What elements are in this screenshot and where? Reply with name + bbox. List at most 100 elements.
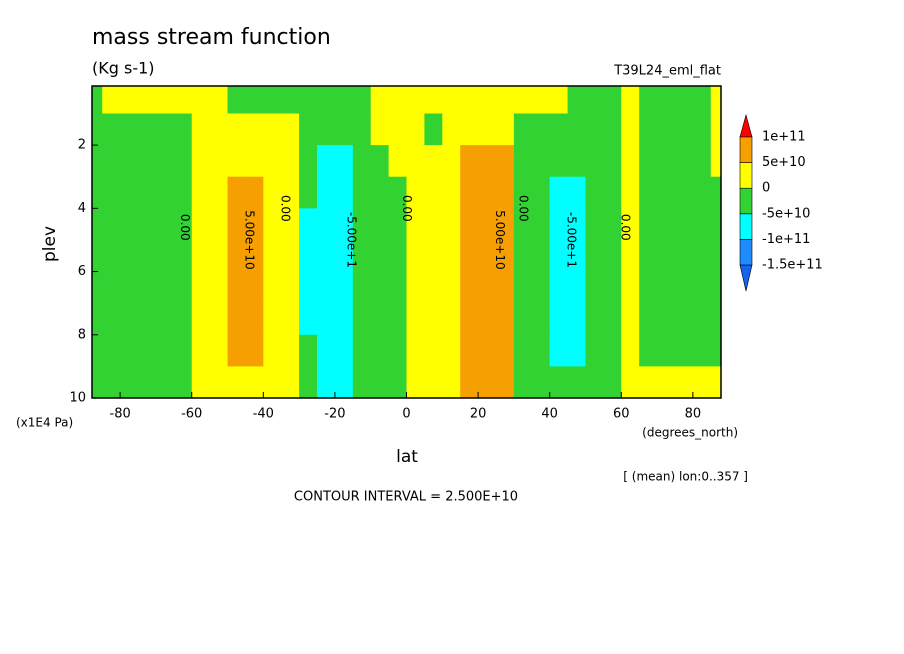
field-cell — [424, 271, 443, 304]
field-cell — [513, 86, 533, 115]
field-cell — [710, 113, 722, 146]
field-cell — [495, 334, 515, 367]
field-cell — [513, 113, 533, 146]
field-cell — [424, 176, 443, 209]
field-cell — [478, 366, 497, 399]
field-cell — [603, 239, 622, 273]
x-tick-label: 60 — [613, 407, 630, 422]
field-cell — [191, 86, 211, 115]
field-cell — [674, 366, 694, 399]
field-cell — [352, 303, 372, 336]
field-cell — [406, 176, 425, 209]
field-cell — [120, 334, 139, 367]
field-cell — [692, 366, 712, 399]
field-cell — [549, 303, 569, 336]
field-cell — [657, 334, 676, 367]
colorbar-box — [739, 162, 753, 189]
field-cell — [299, 303, 318, 336]
field-cell — [567, 113, 586, 146]
field-cell — [370, 208, 390, 241]
field-cell — [120, 303, 139, 336]
field-cell — [92, 86, 103, 115]
field-cell — [478, 271, 497, 304]
field-cell — [173, 271, 193, 304]
field-cell — [621, 86, 640, 115]
field-cell — [424, 208, 443, 241]
footer: CONTOUR INTERVAL = 2.500E+10 — [294, 490, 518, 505]
field-cell — [155, 176, 175, 209]
field-cell — [155, 145, 175, 178]
field-cell — [138, 366, 157, 399]
field-cell — [173, 113, 193, 146]
field-cell — [317, 86, 336, 115]
field-cell — [102, 271, 121, 304]
field-cell — [674, 113, 694, 146]
field-cell — [92, 239, 103, 273]
field-cell — [460, 86, 479, 115]
field-cell — [299, 208, 318, 241]
field-cell — [173, 145, 193, 178]
field-cell — [531, 334, 551, 367]
field-cell — [460, 303, 479, 336]
field-cell — [478, 113, 497, 146]
field-cell — [92, 334, 103, 367]
y-tick-label: 10 — [69, 391, 86, 406]
field-cell — [603, 271, 622, 304]
field-cell — [370, 239, 390, 273]
field-cell — [424, 86, 443, 115]
field-cell — [657, 86, 676, 115]
colorbar-label: 1e+11 — [762, 130, 806, 145]
field-cell — [138, 239, 157, 273]
x-tick-label: -60 — [181, 407, 202, 422]
field-cell — [138, 271, 157, 304]
field-cell — [549, 239, 569, 273]
field-cell — [227, 86, 246, 115]
field-cell — [370, 303, 390, 336]
field-cell — [370, 86, 390, 115]
field-cell — [209, 176, 229, 209]
field-cell — [639, 208, 658, 241]
field-cell — [173, 208, 193, 241]
field-cell — [173, 86, 193, 115]
field-cell — [173, 176, 193, 209]
colorbar-box — [739, 136, 753, 163]
field-cell — [603, 208, 622, 241]
field-cell — [102, 366, 121, 399]
field-cell — [92, 176, 103, 209]
contour-label: 0.00 — [400, 195, 414, 222]
field-cell — [603, 366, 622, 399]
field-cell — [102, 86, 121, 115]
field-cell — [531, 176, 551, 209]
field-cell — [227, 145, 246, 178]
field-cell — [102, 145, 121, 178]
field-cell — [299, 176, 318, 209]
field-cell — [674, 334, 694, 367]
field-cell — [155, 271, 175, 304]
field-cell — [710, 86, 722, 115]
field-cell — [692, 239, 712, 273]
field-cell — [138, 208, 157, 241]
field-cell — [657, 176, 676, 209]
field-cell — [120, 208, 139, 241]
field-cell — [227, 271, 246, 304]
field-cell — [245, 86, 264, 115]
field-cell — [513, 239, 533, 273]
field-cell — [227, 303, 246, 336]
field-cell — [621, 208, 640, 241]
colorbar-label: -1.5e+11 — [762, 258, 823, 273]
field-cell — [674, 145, 694, 178]
field-cell — [263, 145, 282, 178]
field-cell — [155, 113, 175, 146]
field-cell — [388, 303, 407, 336]
field-cell — [460, 113, 479, 146]
field-cell — [281, 303, 300, 336]
field-cell — [227, 334, 246, 367]
field-cell — [424, 113, 443, 146]
x-tick-label: 80 — [685, 407, 702, 422]
field-cell — [478, 145, 497, 178]
field-cell — [299, 366, 318, 399]
field-cell — [120, 113, 139, 146]
field-cell — [317, 239, 336, 273]
field-cell — [173, 334, 193, 367]
